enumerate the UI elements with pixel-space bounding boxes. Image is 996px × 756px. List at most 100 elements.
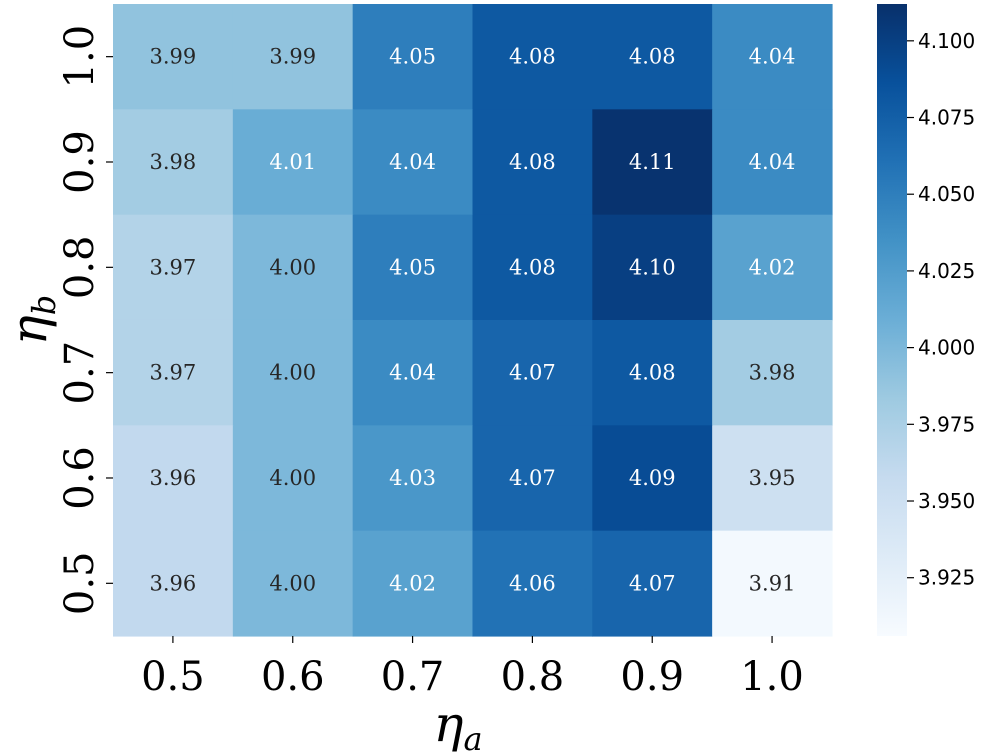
cell-value-label: 4.04	[389, 150, 436, 174]
heatmap-cell	[352, 530, 474, 637]
cell-value-label: 3.96	[150, 571, 197, 595]
heatmap-cell	[232, 109, 354, 216]
heatmap-cell	[113, 425, 234, 532]
cell-value-label: 4.07	[509, 361, 556, 385]
cell-value-label: 3.97	[150, 361, 197, 385]
heatmap-cell	[232, 530, 354, 637]
y-tick-label: 0.8	[57, 236, 103, 300]
x-tick-label: 0.5	[141, 654, 205, 700]
cell-value-label: 3.95	[749, 466, 796, 490]
colorbar-tick-label: 4.000	[918, 336, 975, 360]
heatmap-cells	[113, 4, 833, 637]
heatmap-cell	[352, 425, 474, 532]
heatmap-cell	[592, 4, 713, 110]
heatmap-cell	[232, 214, 354, 321]
cell-value-label: 4.00	[269, 255, 316, 279]
heatmap-cell	[472, 319, 593, 426]
colorbar-tick-label: 4.050	[918, 182, 975, 206]
heatmap-cell	[472, 4, 593, 110]
cell-value-label: 4.02	[389, 571, 436, 595]
cell-value-label: 4.08	[509, 150, 556, 174]
cell-value-label: 4.04	[389, 361, 436, 385]
heatmap-cell	[712, 530, 833, 637]
heatmap-cell	[113, 109, 234, 216]
heatmap-cell	[592, 319, 713, 426]
heatmap-cell	[472, 530, 593, 637]
x-tick-label: 1.0	[740, 654, 804, 700]
heatmap-cell	[712, 109, 833, 216]
x-tick-label: 0.9	[620, 654, 684, 700]
cell-value-label: 4.08	[509, 255, 556, 279]
heatmap-cell	[592, 109, 713, 216]
x-axis-title: ηa	[433, 695, 482, 756]
y-tick-label: 0.9	[57, 130, 103, 194]
cell-value-label: 4.07	[629, 571, 676, 595]
heatmap-cell	[472, 214, 593, 321]
cell-value-label: 3.91	[749, 571, 796, 595]
cell-value-label: 4.08	[629, 45, 676, 69]
heatmap-cell	[232, 425, 354, 532]
y-tick-label: 0.7	[57, 341, 103, 405]
colorbar-tick-label: 3.950	[918, 489, 975, 513]
cell-value-label: 4.00	[269, 571, 316, 595]
heatmap-cell	[712, 319, 833, 426]
cell-value-label: 3.98	[749, 361, 796, 385]
cell-value-label: 4.04	[749, 45, 796, 69]
cell-value-label: 3.97	[150, 255, 197, 279]
cell-value-label: 4.02	[749, 255, 796, 279]
y-tick-label: 0.6	[57, 446, 103, 510]
cell-value-label: 4.09	[629, 466, 676, 490]
cell-value-label: 4.06	[509, 571, 556, 595]
heatmap-cell	[592, 214, 713, 321]
heatmap-cell	[232, 4, 354, 110]
heatmap-cell	[592, 530, 713, 637]
y-axis-title: ηb	[0, 295, 63, 345]
heatmap-cell	[472, 425, 593, 532]
heatmap-cell-labels: 3.99 3.99 4.05 4.08 4.08 4.04 3.98 4.01 4.04 4.08…	[150, 45, 796, 596]
cell-value-label: 4.08	[509, 45, 556, 69]
heatmap-cell	[352, 109, 474, 216]
cell-value-label: 4.00	[269, 466, 316, 490]
cell-value-label: 4.05	[389, 255, 436, 279]
cell-value-label: 4.11	[629, 150, 676, 174]
y-tick-label: 0.5	[57, 551, 103, 615]
cell-value-label: 4.07	[509, 466, 556, 490]
cell-value-label: 3.99	[150, 45, 197, 69]
cell-value-label: 4.10	[629, 255, 676, 279]
x-tick-label: 0.7	[381, 654, 445, 700]
cell-value-label: 4.00	[269, 361, 316, 385]
x-tick-label: 0.6	[261, 654, 325, 700]
heatmap-cell	[712, 214, 833, 321]
colorbar-tick-label: 4.100	[918, 29, 975, 53]
heatmap-cell	[712, 425, 833, 532]
colorbar-tick-label: 3.925	[918, 566, 975, 590]
heatmap-cell	[113, 214, 234, 321]
heatmap-cell	[352, 319, 474, 426]
x-tick-label: 0.8	[501, 654, 565, 700]
cell-value-label: 4.05	[389, 45, 436, 69]
heatmap-cell	[113, 4, 234, 110]
cell-value-label: 3.98	[150, 150, 197, 174]
heatmap-cell	[352, 214, 474, 321]
cell-value-label: 4.04	[749, 150, 796, 174]
heatmap-cell	[712, 4, 833, 110]
cell-value-label: 4.03	[389, 466, 436, 490]
heatmap-cell	[113, 530, 234, 637]
colorbar-ticks: 3.925 3.950 3.975 4.000 4.025 4.050 4.075 4.100	[907, 29, 975, 590]
heatmap-cell	[352, 4, 474, 110]
heatmap-cell	[592, 425, 713, 532]
cell-value-label: 3.99	[269, 45, 316, 69]
y-axis: 1.0 0.9 0.8 0.7 0.6 0.5	[57, 25, 113, 615]
colorbar-tick-label: 4.025	[918, 259, 975, 283]
y-tick-label: 1.0	[57, 25, 103, 89]
cell-value-label: 4.08	[629, 361, 676, 385]
cell-value-label: 3.96	[150, 466, 197, 490]
x-axis: 0.5 0.6 0.7 0.8 0.9 1.0	[141, 635, 804, 700]
colorbar-tick-label: 4.075	[918, 106, 975, 130]
heatmap-cell	[232, 319, 354, 426]
colorbar	[877, 4, 907, 636]
colorbar-tick-label: 3.975	[918, 412, 975, 436]
cell-value-label: 4.01	[269, 150, 316, 174]
heatmap-cell	[472, 109, 593, 216]
